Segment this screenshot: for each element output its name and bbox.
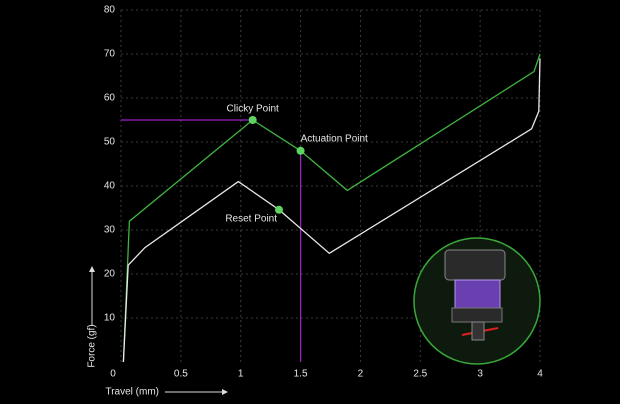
inset-illustration xyxy=(413,237,541,365)
x-axis-label: Travel (mm) xyxy=(105,387,159,398)
key-point xyxy=(275,205,284,214)
y-tick-label: 70 xyxy=(104,49,116,60)
point-label: Clicky Point xyxy=(227,104,279,115)
point-label: Actuation Point xyxy=(301,133,368,144)
key-point xyxy=(296,146,305,155)
y-axis-label: Force (gf) xyxy=(87,324,98,367)
key-point xyxy=(248,116,257,124)
x-arrow-head xyxy=(222,389,228,395)
x-tick-label: 2 xyxy=(358,369,364,380)
y-tick-label: 80 xyxy=(104,5,116,16)
y-tick-label: 20 xyxy=(104,269,116,280)
y-arrow-head xyxy=(89,266,95,272)
y-tick-label: 60 xyxy=(104,93,116,104)
y-tick-label: 40 xyxy=(104,181,116,192)
y-tick-label: 10 xyxy=(104,313,116,324)
x-tick-label: 3 xyxy=(477,369,483,380)
point-label: Reset Point xyxy=(225,213,277,224)
x-tick-label: 0 xyxy=(110,369,116,380)
y-tick-label: 30 xyxy=(104,225,116,236)
x-tick-label: 4 xyxy=(537,369,543,380)
x-tick-label: 2.5 xyxy=(413,369,427,380)
x-tick-label: 1 xyxy=(238,369,244,380)
x-tick-label: 0.5 xyxy=(174,369,188,380)
y-tick-label: 50 xyxy=(104,137,116,148)
x-tick-label: 1.5 xyxy=(294,369,308,380)
